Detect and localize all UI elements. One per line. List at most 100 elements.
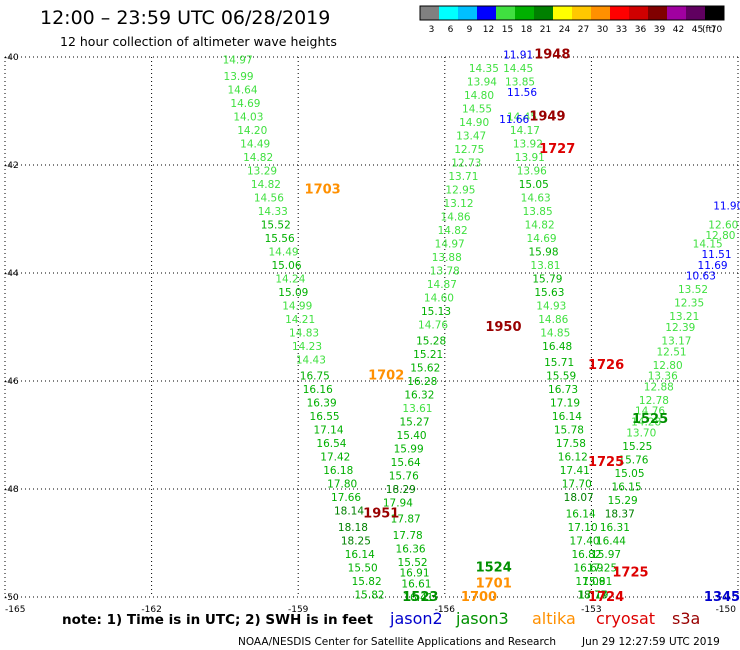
swh-value: 13.36: [648, 371, 678, 383]
swh-value: 15.52: [398, 557, 428, 569]
satellite-legend-item: cryosat: [596, 609, 655, 628]
legend-label: 21: [540, 25, 551, 35]
swh-value: 17.80: [327, 479, 357, 491]
legend-swatch: [439, 6, 458, 20]
swh-value: 15.06: [271, 260, 301, 272]
x-tick-label: -162: [141, 605, 161, 615]
swh-value: 12.80: [705, 230, 735, 242]
legend-swatch: [458, 6, 477, 20]
y-tick-label: -40: [4, 53, 19, 63]
legend-label: 39: [654, 25, 666, 35]
swh-value: 16.48: [542, 341, 572, 353]
swh-value: 17.40: [570, 535, 600, 547]
swh-value: 14.15: [693, 238, 723, 250]
swh-value: 14.60: [424, 292, 454, 304]
color-scale-legend: 3 6 9 12 15 18 21 24 27 30 33 36 39 42 45 70: [419, 5, 725, 35]
legend-label: 6: [448, 25, 454, 35]
swh-value: 14.82: [251, 179, 281, 191]
swh-value: 14.93: [536, 300, 566, 312]
swh-value: 14.64: [227, 84, 257, 96]
legend-swatch: [610, 6, 629, 20]
swh-value: 15.27: [399, 417, 429, 429]
swh-value: 12.95: [445, 184, 475, 196]
swh-value: 17.70: [562, 479, 592, 491]
swh-value: 14.49: [240, 138, 270, 150]
legend-unit: (ft): [702, 25, 716, 35]
legend-swatch: [534, 6, 553, 20]
swh-data-points: 14.9713.9914.6414.6914.0314.2014.4914.82…: [223, 49, 740, 604]
x-tick-label: -153: [581, 605, 601, 615]
swh-value: 15.52: [261, 219, 291, 231]
swh-value: 12.73: [451, 157, 481, 169]
swh-value: 14.33: [258, 206, 288, 218]
swh-value: 14.24: [275, 273, 305, 285]
swh-value: 14.76: [635, 406, 665, 418]
legend-label: 18: [521, 25, 533, 35]
legend-label: 30: [597, 25, 609, 35]
swh-value: 18.37: [605, 508, 635, 520]
swh-value: 13.94: [467, 76, 497, 88]
swh-value: 16.61: [401, 579, 431, 591]
chart-title: 12:00 – 23:59 UTC 06/28/2019: [40, 7, 330, 29]
swh-value: 14.97: [223, 55, 253, 67]
pass-time-label: 1701: [476, 577, 512, 592]
swh-value: 16.18: [323, 465, 353, 477]
swh-value: 17.14: [313, 425, 343, 437]
swh-value: 16.36: [396, 543, 426, 555]
swh-value: 15.05: [614, 468, 644, 480]
swh-value: 16.41: [403, 592, 433, 604]
swh-value: 18.29: [386, 484, 416, 496]
swh-value: 11.90: [713, 201, 740, 213]
legend-label: 27: [578, 25, 589, 35]
y-tick-label: -50: [4, 593, 19, 603]
swh-value: 16.32: [404, 390, 434, 402]
legend-label: 3: [429, 25, 435, 35]
swh-value: 14.63: [521, 192, 551, 204]
swh-value: 17.19: [578, 589, 608, 601]
swh-value: 14.82: [525, 219, 555, 231]
swh-value: 15.76: [618, 454, 648, 466]
swh-value: 16.54: [316, 438, 346, 450]
legend-swatch: [496, 6, 515, 20]
pass-time-label: 1702: [368, 369, 404, 384]
legend-label: 70: [711, 25, 723, 35]
pass-time-label: 1703: [305, 182, 341, 197]
swh-value: 14.76: [418, 319, 448, 331]
swh-value: 15.40: [397, 430, 427, 442]
swh-value: 16.15: [612, 481, 642, 493]
swh-value: 15.21: [413, 349, 443, 361]
pass-time-label: 1951: [363, 506, 399, 521]
x-tick-label: -150: [716, 605, 737, 615]
footer-credit: NOAA/NESDIS Center for Satellite Applica…: [238, 636, 556, 648]
swh-value: 14.45: [507, 111, 537, 123]
swh-value: 14.86: [538, 314, 568, 326]
swh-value: 11.91: [503, 49, 533, 61]
legend-label: 12: [483, 25, 494, 35]
swh-value: 15.78: [554, 425, 584, 437]
swh-value: 15.82: [352, 576, 382, 588]
legend-swatch: [667, 6, 686, 20]
pass-time-label: 1700: [461, 590, 497, 605]
legend-swatch: [686, 6, 705, 20]
legend-frame: [419, 5, 725, 21]
legend-label: 33: [616, 25, 627, 35]
swh-value: 14.20: [237, 125, 267, 137]
swh-value: 11.66: [499, 114, 529, 126]
swh-value: 13.52: [678, 284, 708, 296]
swh-value: 16.44: [596, 535, 626, 547]
swh-value: 15.79: [532, 273, 562, 285]
swh-value: 11.56: [507, 87, 537, 99]
swh-value: 13.85: [523, 206, 553, 218]
swh-value: 10.63: [686, 271, 716, 283]
swh-value: 13.88: [432, 252, 462, 264]
swh-value: 16.91: [399, 568, 429, 580]
swh-value: 13.21: [669, 311, 699, 323]
legend-swatch: [705, 6, 724, 20]
swh-value: 14.49: [269, 246, 299, 258]
swh-value: 14.69: [230, 98, 260, 110]
swh-value: 14.83: [289, 327, 319, 339]
swh-value: 14.82: [438, 225, 468, 237]
pass-time-label: 1727: [539, 142, 575, 157]
y-tick-label: -42: [4, 161, 19, 171]
